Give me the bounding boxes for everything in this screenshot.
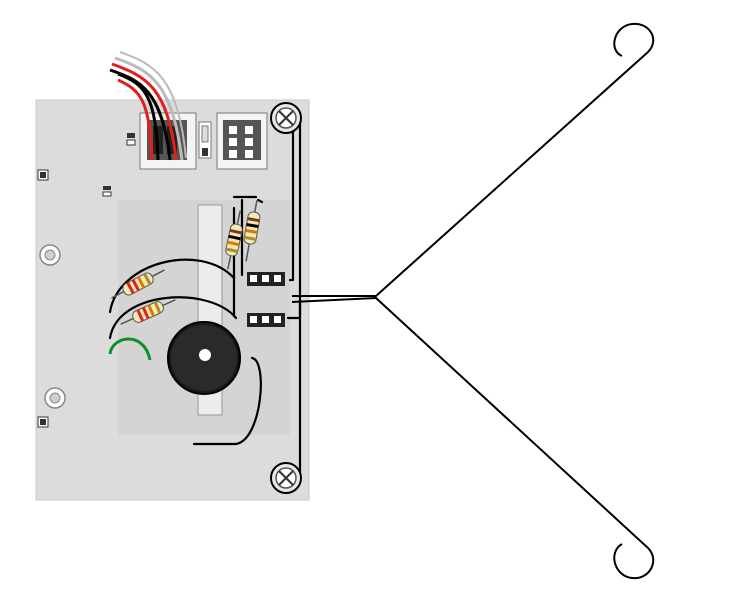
resistor-pullup-right — [243, 200, 261, 262]
left-whisker-loop — [613, 22, 655, 57]
resistor-pin7 — [111, 269, 165, 299]
whisker-screw-top — [270, 102, 302, 134]
three-pin-headers — [247, 272, 285, 327]
servo-header-11-10 — [216, 112, 268, 170]
servo-cables — [109, 51, 187, 161]
board-left-details — [37, 133, 136, 428]
whisker-screw-bottom — [270, 462, 302, 494]
piezo-speaker — [167, 321, 241, 395]
left-whisker — [292, 51, 649, 297]
power-jumper-5v — [198, 121, 212, 159]
green-jumper-wire — [108, 337, 152, 361]
right-whisker-loop — [613, 543, 655, 580]
resistor-pin5 — [120, 299, 176, 325]
resistor-pullup-left — [225, 210, 243, 270]
whiskers — [291, 22, 655, 580]
right-whisker — [291, 296, 649, 549]
